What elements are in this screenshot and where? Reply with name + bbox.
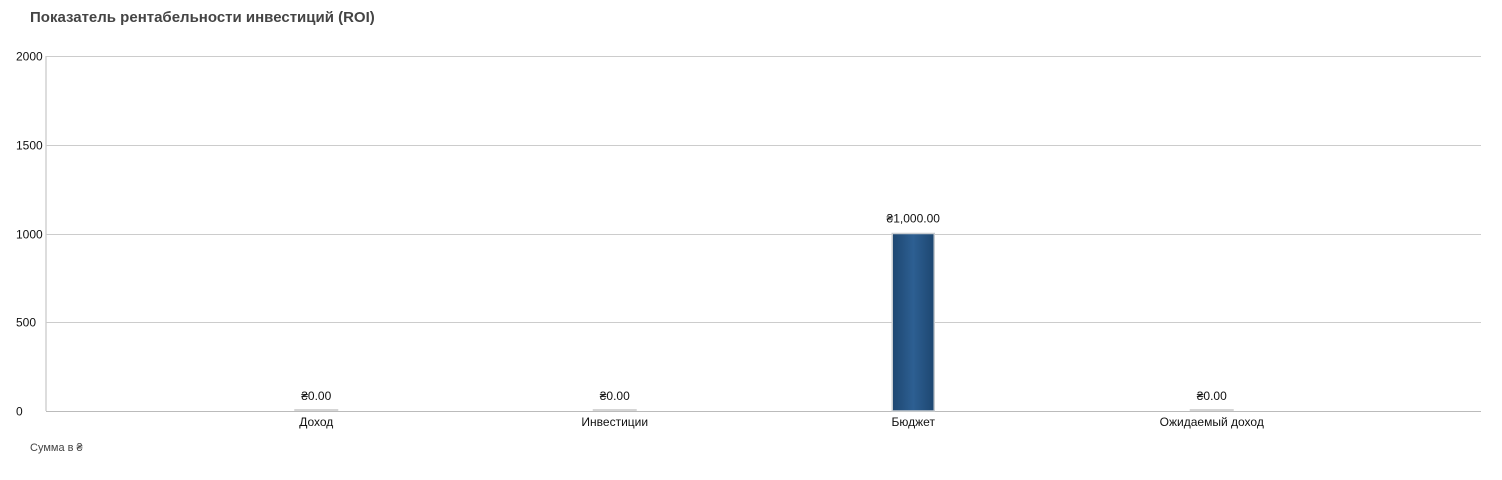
data-label: ₴1,000.00 [887,212,941,226]
bar [891,232,935,412]
bar [592,409,637,411]
y-tick-label: 1000 [16,228,43,242]
axis-footnote: Сумма в ₴ [30,442,83,454]
category-label: Бюджет [892,415,936,429]
data-label: ₴0.00 [600,389,630,403]
bars [294,232,1234,412]
grid-lines [45,56,1481,412]
data-label: ₴0.00 [1197,389,1227,403]
y-tick-label: 500 [16,316,36,330]
category-labels: Доход Инвестиции Бюджет Ожидаемый доход [299,415,1264,429]
data-labels: ₴0.00 ₴0.00 ₴1,000.00 ₴0.00 [301,212,1227,404]
category-label: Инвестиции [581,415,648,429]
y-tick-label: 0 [16,405,23,419]
bar [1189,409,1234,411]
category-label: Доход [299,415,333,429]
y-tick-label: 2000 [16,50,43,64]
bar [294,409,339,411]
category-label: Ожидаемый доход [1160,415,1264,429]
chart-title: Показатель рентабельности инвестиций (RO… [30,9,375,26]
y-tick-label: 1500 [16,139,43,153]
y-axis-ticks: 0 500 1000 1500 2000 [16,50,43,419]
data-label: ₴0.00 [301,389,331,403]
